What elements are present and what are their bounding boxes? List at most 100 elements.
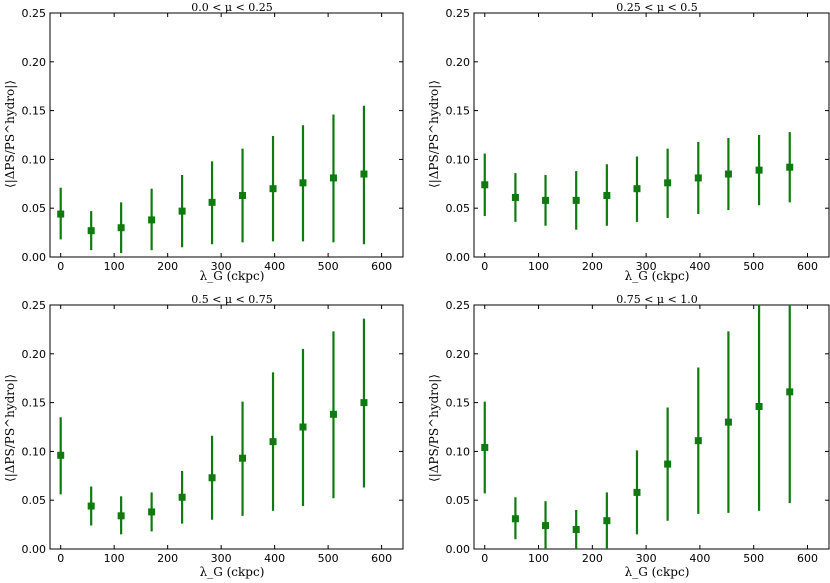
x-axis-label: λ_G (ckpc) xyxy=(625,269,690,283)
x-tick-label: 400 xyxy=(689,552,710,565)
data-point xyxy=(542,522,550,530)
panel-mu-0.5-0.75: 0.5 < μ < 0.75 λ_G (ckpc) ⟨|ΔPS/PS^hydro… xyxy=(3,293,404,579)
x-tick-label: 500 xyxy=(318,260,339,273)
data-point xyxy=(724,418,732,426)
x-tick-label: 300 xyxy=(211,260,232,273)
data-series xyxy=(481,305,794,549)
x-tick-label: 600 xyxy=(371,260,392,273)
panel-title: 0.25 < μ < 0.5 xyxy=(616,1,698,14)
plot-frame xyxy=(49,304,404,550)
data-point xyxy=(208,474,216,482)
data-point xyxy=(694,174,702,182)
data-point xyxy=(178,493,186,501)
x-tick-label: 400 xyxy=(264,552,285,565)
data-point xyxy=(87,227,95,235)
x-tick-label: 300 xyxy=(636,260,657,273)
data-point xyxy=(786,388,794,396)
x-tick-label: 100 xyxy=(528,260,549,273)
x-tick-label: 200 xyxy=(582,552,603,565)
x-tick-label: 500 xyxy=(318,552,339,565)
y-axis-label: ⟨|ΔPS/PS^hydro|⟩ xyxy=(427,80,441,188)
y-tick-label: 0.15 xyxy=(446,397,471,410)
y-tick-label: 0.25 xyxy=(22,7,47,20)
y-tick-label: 0.25 xyxy=(446,299,471,312)
y-tick-label: 0.20 xyxy=(446,56,471,69)
data-point xyxy=(603,517,611,525)
panel-mu-0.25-0.5: 0.25 < μ < 0.5 λ_G (ckpc) ⟨|ΔPS/PS^hydro… xyxy=(427,1,830,283)
data-point xyxy=(572,525,580,533)
data-point xyxy=(481,443,489,451)
x-tick-label: 0 xyxy=(481,260,488,273)
data-point xyxy=(148,216,156,224)
x-tick-label: 400 xyxy=(689,260,710,273)
x-tick-label: 0 xyxy=(57,260,64,273)
data-series xyxy=(57,318,368,535)
y-tick-label: 0.05 xyxy=(22,494,47,507)
x-axis-label: λ_G (ckpc) xyxy=(200,565,265,579)
y-tick-label: 0.00 xyxy=(22,543,47,556)
plot-frame xyxy=(473,304,830,550)
data-point xyxy=(755,403,763,411)
y-tick-label: 0.25 xyxy=(22,299,47,312)
data-point xyxy=(117,224,125,232)
y-tick-label: 0.15 xyxy=(22,105,47,118)
data-series xyxy=(481,132,794,230)
y-tick-label: 0.00 xyxy=(22,251,47,264)
data-point xyxy=(633,185,641,193)
y-tick-label: 0.15 xyxy=(22,397,47,410)
x-tick-label: 500 xyxy=(743,260,764,273)
x-tick-label: 400 xyxy=(264,260,285,273)
data-point xyxy=(664,460,672,468)
data-point xyxy=(299,423,307,431)
y-tick-label: 0.10 xyxy=(22,153,47,166)
y-tick-label: 0.00 xyxy=(446,543,471,556)
data-point xyxy=(360,170,368,178)
x-tick-label: 0 xyxy=(57,552,64,565)
x-tick-label: 600 xyxy=(797,552,818,565)
data-point xyxy=(724,170,732,178)
x-tick-label: 0 xyxy=(481,552,488,565)
y-tick-label: 0.05 xyxy=(22,202,47,215)
y-tick-label: 0.05 xyxy=(446,494,471,507)
data-point xyxy=(329,174,337,182)
data-point xyxy=(299,179,307,187)
data-point xyxy=(542,196,550,204)
data-series xyxy=(57,105,368,254)
data-point xyxy=(511,515,519,523)
x-tick-label: 200 xyxy=(582,260,603,273)
x-tick-label: 500 xyxy=(743,552,764,565)
y-tick-label: 0.20 xyxy=(22,348,47,361)
y-axis-label: ⟨|ΔPS/PS^hydro|⟩ xyxy=(427,374,441,482)
y-tick-label: 0.25 xyxy=(446,7,471,20)
data-point xyxy=(755,166,763,174)
data-point xyxy=(329,410,337,418)
panel-title: 0.5 < μ < 0.75 xyxy=(191,293,273,306)
data-point xyxy=(633,488,641,496)
x-axis-label: λ_G (ckpc) xyxy=(200,269,265,283)
x-tick-label: 100 xyxy=(528,552,549,565)
data-point xyxy=(481,181,489,189)
data-point xyxy=(603,192,611,200)
panel-title: 0.75 < μ < 1.0 xyxy=(616,293,698,306)
x-tick-label: 300 xyxy=(211,552,232,565)
data-point xyxy=(57,451,65,459)
data-point xyxy=(148,508,156,516)
x-tick-label: 200 xyxy=(157,552,178,565)
data-point xyxy=(239,192,247,200)
x-tick-label: 600 xyxy=(371,552,392,565)
x-tick-label: 200 xyxy=(157,260,178,273)
y-tick-label: 0.15 xyxy=(446,105,471,118)
y-tick-label: 0.00 xyxy=(446,251,471,264)
panel-mu-0-0.25: 0.0 < μ < 0.25 λ_G (ckpc) ⟨|ΔPS/PS^hydro… xyxy=(3,1,404,283)
plot-frame xyxy=(49,12,404,258)
y-tick-label: 0.10 xyxy=(22,445,47,458)
data-point xyxy=(511,193,519,201)
x-tick-label: 300 xyxy=(636,552,657,565)
data-point xyxy=(360,399,368,407)
data-point xyxy=(269,185,277,193)
data-point xyxy=(117,512,125,520)
x-axis-label: λ_G (ckpc) xyxy=(625,565,690,579)
y-tick-label: 0.20 xyxy=(446,348,471,361)
plot-frame xyxy=(473,12,830,258)
